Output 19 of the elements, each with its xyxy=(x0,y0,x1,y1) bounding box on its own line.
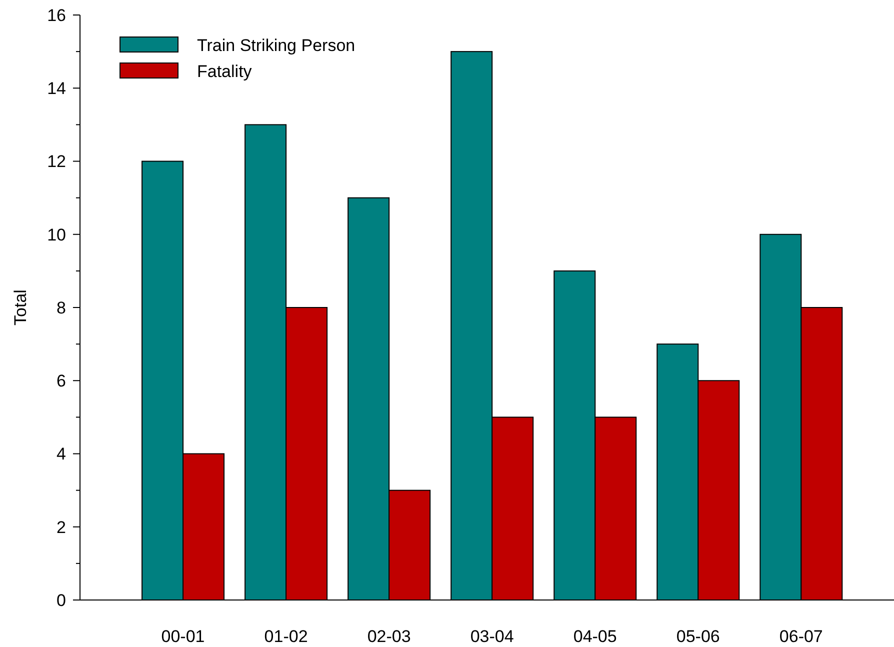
y-tick-label: 6 xyxy=(56,372,66,391)
x-tick-label: 02-03 xyxy=(367,627,411,646)
legend-label: Train Striking Person xyxy=(197,36,356,55)
x-tick-label: 03-04 xyxy=(470,627,514,646)
y-tick-label: 12 xyxy=(47,152,66,172)
x-tick-label: 05-06 xyxy=(676,627,720,646)
y-tick-label: 8 xyxy=(56,298,66,318)
y-tick-label: 10 xyxy=(47,225,66,244)
x-tick-label: 00-01 xyxy=(161,627,205,646)
x-tick-label: 01-02 xyxy=(264,627,308,646)
y-tick-label: 16 xyxy=(47,6,66,25)
legend-label: Fatality xyxy=(197,62,252,81)
y-tick-label: 0 xyxy=(56,590,66,610)
x-tick-label: 04-05 xyxy=(573,627,617,646)
y-tick-label: 14 xyxy=(47,79,66,98)
y-axis-title: Total xyxy=(11,290,30,326)
x-tick-label: 06-07 xyxy=(779,627,823,646)
y-tick-label: 4 xyxy=(56,444,66,464)
y-tick-label: 2 xyxy=(56,518,66,537)
